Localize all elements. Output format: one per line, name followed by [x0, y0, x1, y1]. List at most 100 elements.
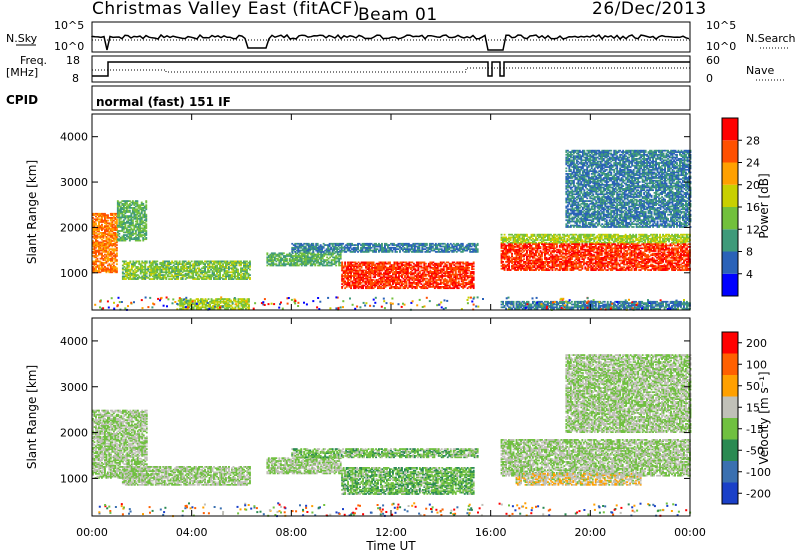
data-cell [355, 244, 358, 246]
data-cell [92, 252, 94, 255]
data-cell [405, 249, 407, 252]
data-cell [399, 279, 402, 281]
data-cell [395, 276, 397, 279]
data-cell [433, 286, 436, 288]
data-cell [321, 248, 324, 251]
data-cell [162, 278, 165, 280]
data-cell [389, 266, 391, 269]
data-cell [429, 276, 432, 279]
data-cell [241, 275, 244, 278]
data-cell [404, 265, 406, 268]
data-cell [291, 264, 294, 267]
data-cell [406, 245, 409, 248]
data-cell [244, 267, 247, 270]
data-cell [315, 245, 318, 248]
data-cell [241, 276, 244, 279]
data-cell [456, 275, 459, 277]
data-cell [171, 274, 174, 276]
data-cell [403, 248, 406, 251]
data-cell [384, 284, 387, 287]
data-cell [212, 307, 214, 310]
data-cell [183, 264, 186, 267]
data-cell [368, 276, 370, 279]
data-cell [291, 252, 294, 255]
data-cell [383, 265, 385, 268]
data-cell [410, 244, 413, 246]
data-cell [465, 262, 468, 265]
data-cell [384, 281, 387, 284]
data-cell [98, 222, 100, 225]
data-cell [93, 236, 96, 238]
data-cell [401, 269, 403, 272]
data-cell [142, 207, 145, 209]
data-cell [225, 263, 227, 266]
data-cell [460, 283, 463, 285]
data-cell [308, 256, 311, 259]
data-cell [119, 216, 122, 219]
data-cell [455, 245, 458, 248]
data-cell [371, 271, 373, 273]
data-cell [402, 273, 405, 276]
data-cell [272, 259, 275, 261]
data-cell [312, 251, 315, 253]
data-cell [240, 260, 242, 263]
data-cell [375, 269, 378, 272]
data-cell [366, 262, 369, 265]
data-cell [368, 287, 370, 290]
data-cell [199, 263, 202, 266]
data-cell [249, 268, 251, 271]
data-cell [324, 253, 327, 256]
data-cell [372, 283, 375, 285]
data-cell [214, 268, 217, 271]
data-cell [95, 245, 97, 248]
data-cell [390, 242, 392, 245]
data-cell [107, 251, 109, 253]
data-cell [463, 279, 466, 281]
data-cell [315, 242, 318, 245]
data-cell [438, 262, 441, 265]
data-cell [415, 264, 418, 266]
data-cell [300, 263, 303, 266]
data-cell [336, 256, 339, 259]
data-cell [98, 218, 100, 221]
data-cell [207, 263, 209, 266]
data-cell [472, 265, 475, 268]
data-cell [175, 274, 178, 276]
data-cell [377, 264, 379, 266]
data-cell [107, 268, 109, 271]
data-cell [348, 246, 350, 249]
data-cell [270, 261, 273, 264]
data-cell [450, 273, 453, 276]
data-cell [143, 211, 146, 213]
data-cell [406, 262, 409, 265]
data-cell [468, 275, 471, 277]
data-cell [124, 274, 127, 276]
data-cell [472, 287, 475, 290]
data-cell [360, 276, 363, 279]
data-cell [137, 209, 140, 212]
data-cell [427, 251, 430, 253]
data-cell [338, 255, 341, 257]
data-cell [235, 270, 238, 272]
nave-tick-low: 0 [706, 72, 713, 85]
data-cell [198, 307, 201, 310]
data-cell [188, 305, 191, 307]
data-cell [430, 249, 433, 252]
data-cell [193, 266, 196, 268]
data-cell [105, 244, 108, 246]
data-cell [104, 230, 106, 233]
data-cell [331, 242, 334, 245]
data-cell [189, 275, 192, 278]
data-cell [144, 271, 147, 274]
data-cell [309, 263, 312, 266]
data-cell [471, 286, 474, 288]
data-cell [166, 263, 169, 266]
data-cell [333, 245, 336, 248]
data-cell [383, 266, 385, 269]
data-cell [95, 223, 97, 226]
data-cell [98, 246, 100, 249]
data-cell [206, 305, 208, 307]
data-cell [225, 278, 227, 280]
data-cell [432, 279, 435, 281]
data-cell [131, 230, 134, 232]
